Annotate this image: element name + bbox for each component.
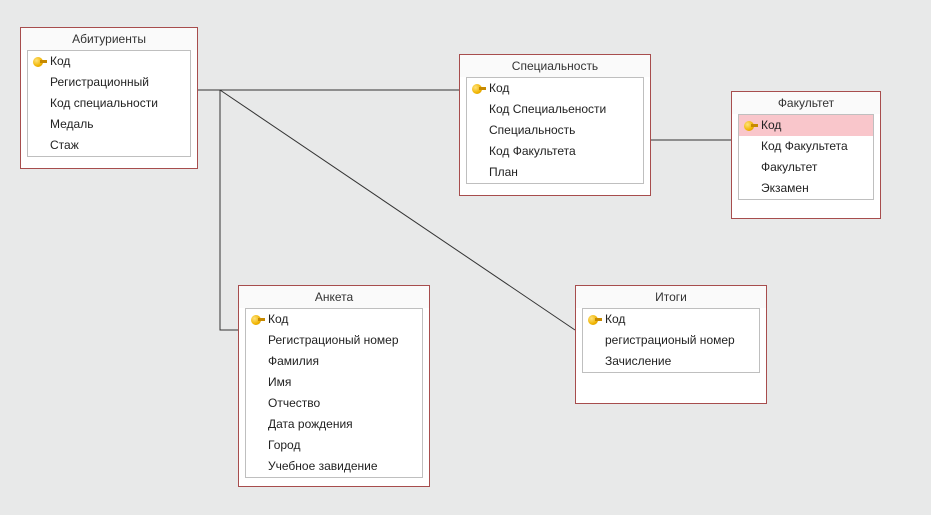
entity-title: Анкета: [239, 286, 429, 308]
field-label: регистрационый номер: [605, 332, 753, 349]
field-label: Код: [761, 117, 867, 134]
field-row[interactable]: Отчество: [246, 393, 422, 414]
entity-specialnost[interactable]: Специальность Код Код Специальености Спе…: [459, 54, 651, 196]
entity-title: Абитуриенты: [21, 28, 197, 50]
field-row[interactable]: Код Специальености: [467, 99, 643, 120]
key-icon: [250, 311, 268, 328]
field-label: Регистрационый номер: [268, 332, 416, 349]
field-row[interactable]: Имя: [246, 372, 422, 393]
field-label: Код: [50, 53, 184, 70]
field-row[interactable]: Специальность: [467, 120, 643, 141]
field-label: Код Специальености: [489, 101, 637, 118]
entity-title: Специальность: [460, 55, 650, 77]
field-row[interactable]: Код: [739, 115, 873, 136]
field-label: Код: [605, 311, 753, 328]
field-row[interactable]: Город: [246, 435, 422, 456]
field-label: Код специальности: [50, 95, 184, 112]
field-row[interactable]: Стаж: [28, 135, 190, 156]
field-label: Код: [489, 80, 637, 97]
key-icon: [743, 117, 761, 134]
entity-body: Код Код Специальености Специальность Код…: [466, 77, 644, 184]
field-row[interactable]: Регистрационный: [28, 72, 190, 93]
field-label: Специальность: [489, 122, 637, 139]
field-label: Экзамен: [761, 180, 867, 197]
field-label: Код: [268, 311, 416, 328]
entity-fakultet[interactable]: Факультет Код Код Факультета Факультет Э…: [731, 91, 881, 219]
entity-title: Факультет: [732, 92, 880, 114]
field-row[interactable]: План: [467, 162, 643, 183]
field-row[interactable]: Дата рождения: [246, 414, 422, 435]
key-icon: [471, 80, 489, 97]
entity-body: Код регистрационый номер Зачисление: [582, 308, 760, 373]
field-label: Медаль: [50, 116, 184, 133]
field-row[interactable]: Код: [467, 78, 643, 99]
field-row[interactable]: Код Факультета: [739, 136, 873, 157]
field-row[interactable]: Код Факультета: [467, 141, 643, 162]
field-label: Город: [268, 437, 416, 454]
field-row[interactable]: Код: [583, 309, 759, 330]
field-row[interactable]: Код: [246, 309, 422, 330]
entity-itogi[interactable]: Итоги Код регистрационый номер Зачислени…: [575, 285, 767, 404]
field-row[interactable]: Код: [28, 51, 190, 72]
field-label: Стаж: [50, 137, 184, 154]
key-icon: [32, 53, 50, 70]
entity-body: Код Регистрационный Код специальности Ме…: [27, 50, 191, 157]
field-label: Код Факультета: [489, 143, 637, 160]
field-row[interactable]: регистрационый номер: [583, 330, 759, 351]
entity-body: Код Код Факультета Факультет Экзамен: [738, 114, 874, 200]
field-row[interactable]: Экзамен: [739, 178, 873, 199]
field-label: Факультет: [761, 159, 867, 176]
field-label: План: [489, 164, 637, 181]
entity-abiturienty[interactable]: Абитуриенты Код Регистрационный Код спец…: [20, 27, 198, 169]
field-row[interactable]: Код специальности: [28, 93, 190, 114]
diagram-canvas: Абитуриенты Код Регистрационный Код спец…: [0, 0, 931, 515]
field-label: Фамилия: [268, 353, 416, 370]
field-label: Код Факультета: [761, 138, 867, 155]
field-label: Учебное завидение: [268, 458, 416, 475]
field-row[interactable]: Медаль: [28, 114, 190, 135]
entity-title: Итоги: [576, 286, 766, 308]
field-label: Регистрационный: [50, 74, 184, 91]
field-label: Отчество: [268, 395, 416, 412]
field-label: Имя: [268, 374, 416, 391]
entity-body: Код Регистрационый номер Фамилия Имя Отч…: [245, 308, 423, 478]
entity-anketa[interactable]: Анкета Код Регистрационый номер Фамилия …: [238, 285, 430, 487]
field-label: Дата рождения: [268, 416, 416, 433]
field-row[interactable]: Регистрационый номер: [246, 330, 422, 351]
field-row[interactable]: Зачисление: [583, 351, 759, 372]
key-icon: [587, 311, 605, 328]
field-row[interactable]: Учебное завидение: [246, 456, 422, 477]
field-row[interactable]: Факультет: [739, 157, 873, 178]
field-row[interactable]: Фамилия: [246, 351, 422, 372]
field-label: Зачисление: [605, 353, 753, 370]
